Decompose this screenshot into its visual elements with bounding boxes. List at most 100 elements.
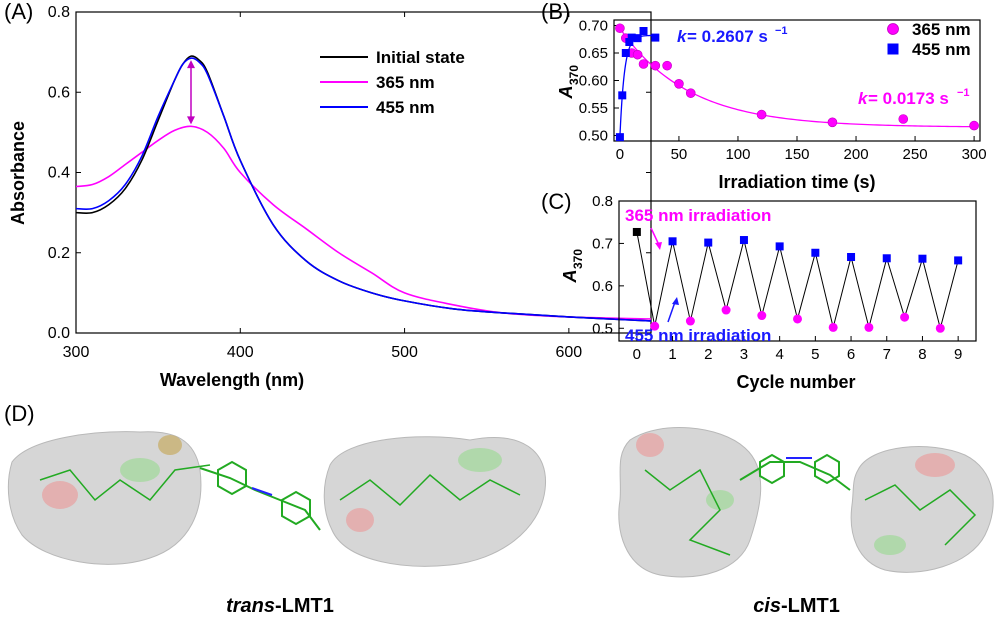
cis-lmt1-caption: cis -LMT1 — [753, 595, 840, 617]
panel-c-label: (C) — [541, 189, 572, 214]
data-point-365 — [969, 120, 979, 131]
panel-a-ylabel: Absorbance — [8, 121, 28, 225]
y-tick-label: 0.6 — [48, 84, 70, 101]
data-point-365 — [864, 322, 874, 332]
trans-left-c-patch — [120, 458, 160, 482]
annotation-365-irradiation: 365 nm irradiation — [625, 206, 771, 225]
x-tick-label: 9 — [954, 346, 962, 363]
cis-left-c-patch — [706, 490, 734, 510]
y-tick-label: 0.5 — [592, 320, 613, 337]
y-tick-label: 0.60 — [579, 73, 608, 90]
x-tick-label: 8 — [918, 346, 926, 363]
panel-b-label: (B) — [541, 0, 570, 24]
x-tick-label: 200 — [844, 146, 869, 163]
y-tick-label: 0.8 — [592, 193, 613, 210]
plot-frame — [618, 200, 977, 342]
panel-b-legend: 365 nm 455 nm — [887, 20, 971, 59]
cis-left-surface — [618, 427, 762, 578]
panel-b-xlabel: Irradiation time (s) — [718, 172, 875, 192]
trans-right-backbone — [339, 473, 521, 507]
cis-lmt1-image — [618, 427, 994, 578]
data-point-455 — [621, 49, 630, 57]
data-point-365 — [650, 321, 660, 331]
panel-d-label: (D) — [4, 401, 35, 426]
legend-b-365-marker — [887, 23, 899, 35]
data-point-initial — [632, 227, 641, 236]
data-point-455 — [627, 33, 636, 42]
arrow-365-shaft — [650, 227, 660, 246]
trans-phenyl-ring-2 — [281, 490, 311, 526]
data-point-365 — [898, 114, 909, 124]
arrow-455-head — [672, 297, 679, 305]
data-point-365 — [756, 109, 767, 120]
data-point-365 — [685, 88, 696, 98]
panel-d: (D) trans -LMT1 — [4, 401, 994, 617]
trans-left-o-patch — [42, 481, 78, 509]
panel-a: (A) 300 400 500 600 0.0 0.2 0.4 0.6 0.8 Waveleng… — [4, 0, 652, 390]
trans-right-surface — [323, 436, 547, 567]
cis-left-o-patch — [636, 433, 664, 457]
data-point-365 — [662, 60, 672, 71]
panel-a-xlabel: Wavelength (nm) — [160, 370, 304, 390]
panel-c-ylabel-sub: 370 — [571, 249, 585, 269]
x-tick-label: 0 — [616, 146, 624, 163]
arrow-455-shaft — [667, 301, 676, 323]
trans-lmt1-caption: trans -LMT1 — [226, 595, 334, 617]
x-tick-label: 5 — [811, 346, 819, 363]
panel-b-ylabel-main: A — [556, 86, 576, 100]
trans-left-s-patch — [158, 435, 182, 455]
panel-c-xlabel: Cycle number — [736, 372, 855, 392]
cis-left-backbone — [644, 468, 731, 556]
y-tick-label: 0.7 — [592, 235, 613, 252]
panel-a-legend: Initial state 365 nm 455 nm — [320, 48, 465, 117]
data-point-365 — [935, 323, 945, 333]
panel-c-plot: 0 1 2 3 4 5 6 7 8 9 0.5 0.6 0.7 0.8 — [592, 193, 977, 363]
data-point-365 — [793, 314, 802, 324]
legend-b-455-marker — [887, 43, 899, 55]
k-pink-unit-sup: −1 — [957, 87, 970, 99]
legend-b-455-label: 455 nm — [912, 40, 971, 59]
x-tick-label: 2 — [704, 346, 712, 363]
panel-b-ylabel: A 370 — [556, 65, 581, 100]
trans-rest-text: -LMT1 — [275, 595, 334, 617]
k-annotation-pink: k = 0.0173 s −1 — [858, 87, 970, 108]
x-tick-label: 300 — [63, 344, 90, 361]
x-tick-label: 0 — [633, 346, 641, 363]
data-point-455 — [918, 254, 927, 263]
y-tick-label: 0.2 — [48, 245, 70, 262]
data-point-365 — [900, 312, 910, 322]
legend-b-365-label: 365 nm — [912, 20, 971, 39]
arrow-365-head — [655, 242, 662, 250]
trans-azo-bond — [251, 487, 273, 496]
series-line-455-nm — [76, 57, 651, 322]
panel-a-plot: 300 400 500 600 0.0 0.2 0.4 0.6 0.8 — [48, 4, 652, 361]
data-point-365 — [757, 311, 767, 321]
cis-phenyl-ring-1 — [759, 453, 785, 485]
x-tick-label: 3 — [740, 346, 748, 363]
x-tick-label: 6 — [847, 346, 855, 363]
k-pink-value: = 0.0173 s — [868, 89, 949, 108]
data-point-365 — [615, 23, 625, 34]
y-tick-label: 0.0 — [48, 325, 70, 342]
data-point-455 — [625, 38, 634, 46]
change-arrow-head-up — [187, 60, 195, 69]
panel-b: (B) 0 50 100 150 200 250 300 0.50 0.55 0.60 0.65 0.… — [541, 0, 987, 192]
data-point-455 — [775, 242, 784, 251]
data-point-455 — [739, 236, 748, 245]
y-tick-label: 0.70 — [579, 18, 608, 35]
panel-a-label: (A) — [4, 0, 33, 24]
x-tick-label: 1 — [668, 346, 676, 363]
x-tick-label: 500 — [391, 344, 418, 361]
annotation-455-irradiation: 455 nm irradiation — [625, 326, 771, 345]
data-point-365 — [638, 59, 649, 69]
data-point-455 — [847, 253, 856, 261]
x-tick-label: 50 — [671, 146, 688, 163]
plot-frame — [75, 11, 652, 334]
data-point-365 — [828, 322, 838, 332]
y-tick-label: 0.50 — [579, 128, 608, 145]
data-point-455 — [633, 34, 642, 43]
panel-b-ylabel-sub: 370 — [567, 65, 581, 85]
cycle-line — [636, 231, 959, 331]
cis-italic-text: cis — [753, 595, 781, 617]
